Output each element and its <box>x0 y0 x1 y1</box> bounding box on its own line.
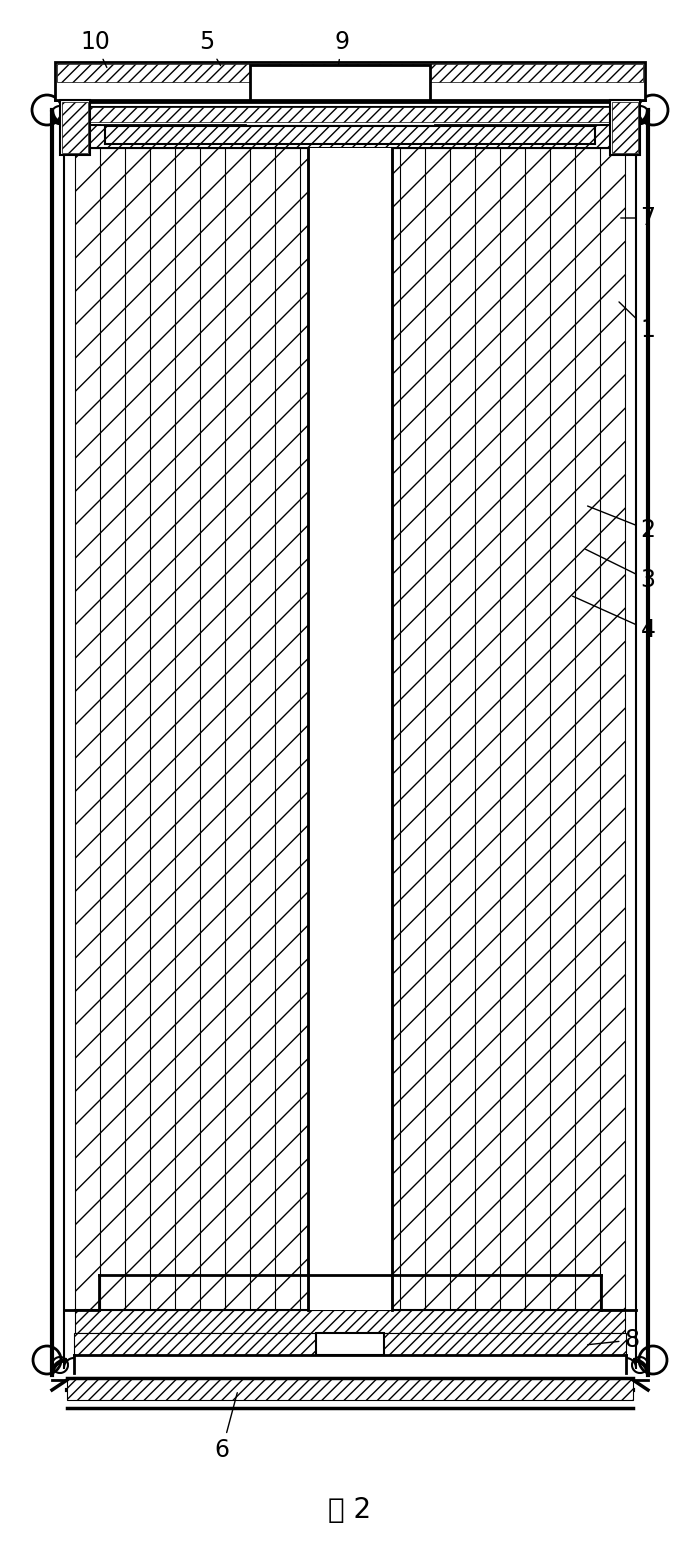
Bar <box>308 148 392 1311</box>
Text: 1: 1 <box>619 301 655 342</box>
Bar <box>612 102 638 154</box>
Bar <box>62 102 88 154</box>
Bar <box>75 124 625 148</box>
Text: 2: 2 <box>587 506 655 542</box>
Text: 4: 4 <box>573 596 655 641</box>
Bar <box>55 62 645 99</box>
Text: 9: 9 <box>335 30 349 65</box>
Bar <box>308 148 392 1311</box>
Text: 10: 10 <box>80 30 110 67</box>
Bar <box>610 99 640 155</box>
Bar <box>60 99 90 155</box>
Text: 7: 7 <box>621 207 655 230</box>
Bar <box>74 1332 626 1356</box>
Text: 8: 8 <box>588 1328 640 1353</box>
Bar <box>250 65 430 99</box>
Bar <box>316 1332 384 1356</box>
Text: 6: 6 <box>214 1393 237 1461</box>
Bar <box>67 1378 633 1399</box>
Bar <box>75 1311 625 1332</box>
Bar <box>90 107 610 123</box>
Text: 图 2: 图 2 <box>328 1496 372 1523</box>
Bar <box>57 64 643 82</box>
Text: 5: 5 <box>199 30 220 65</box>
Bar <box>75 148 625 1311</box>
Text: 3: 3 <box>585 550 655 592</box>
